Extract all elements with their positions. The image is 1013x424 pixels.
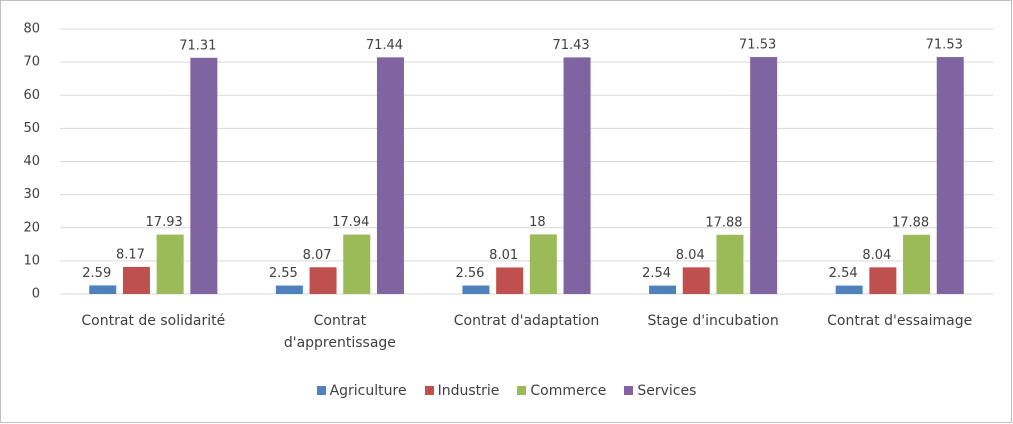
bar bbox=[309, 267, 337, 294]
data-label: 8.01 bbox=[489, 248, 518, 263]
y-tick-label: 70 bbox=[23, 55, 40, 70]
legend: Agriculture Industrie Commerce Services bbox=[0, 383, 1013, 399]
data-label: 8.04 bbox=[676, 248, 705, 263]
bar bbox=[716, 234, 744, 294]
data-label: 71.43 bbox=[552, 38, 589, 53]
bar bbox=[529, 234, 557, 294]
bar bbox=[122, 266, 150, 294]
bar bbox=[275, 285, 303, 294]
bar bbox=[903, 234, 931, 294]
bar bbox=[869, 267, 897, 294]
x-tick-label: Contrat d'adaptation bbox=[453, 313, 600, 329]
x-tick-label: Contrat d'apprentissage bbox=[283, 313, 396, 351]
x-tick-label: Stage d'incubation bbox=[647, 313, 779, 329]
y-tick-label: 80 bbox=[23, 22, 40, 37]
data-label: 8.04 bbox=[862, 248, 891, 263]
legend-label: Agriculture bbox=[329, 383, 407, 399]
bar bbox=[190, 57, 218, 294]
bar bbox=[835, 285, 863, 294]
data-label: 17.93 bbox=[146, 215, 183, 230]
legend-item: Industrie bbox=[424, 383, 500, 399]
legend-label: Services bbox=[637, 383, 697, 399]
data-label: 8.07 bbox=[303, 248, 332, 263]
data-label: 71.31 bbox=[179, 38, 216, 53]
bar bbox=[936, 57, 964, 295]
bar bbox=[496, 267, 524, 294]
data-label: 17.88 bbox=[892, 215, 929, 230]
data-label: 2.56 bbox=[455, 266, 484, 281]
data-label: 71.44 bbox=[366, 38, 403, 53]
data-label: 2.54 bbox=[642, 266, 671, 281]
data-label: 71.53 bbox=[739, 38, 776, 53]
bar bbox=[563, 57, 591, 295]
x-tick-label: Contrat de solidarité bbox=[81, 313, 226, 329]
data-label: 8.17 bbox=[116, 247, 145, 262]
legend-item: Agriculture bbox=[316, 383, 407, 399]
legend-item: Services bbox=[624, 383, 696, 399]
bar bbox=[682, 267, 710, 294]
data-label: 2.59 bbox=[82, 266, 111, 281]
y-tick-label: 20 bbox=[23, 220, 40, 235]
data-label: 71.53 bbox=[926, 38, 963, 53]
bar bbox=[750, 57, 778, 295]
y-tick-label: 10 bbox=[23, 253, 40, 268]
bar bbox=[343, 234, 371, 294]
y-tick-label: 50 bbox=[23, 121, 40, 136]
bar bbox=[376, 57, 404, 295]
bar bbox=[462, 285, 490, 294]
y-tick-label: 60 bbox=[23, 88, 40, 103]
legend-swatch bbox=[624, 386, 634, 395]
legend-item: Commerce bbox=[517, 383, 606, 399]
data-label: 18 bbox=[529, 215, 546, 230]
y-tick-label: 0 bbox=[32, 287, 40, 302]
bar bbox=[89, 285, 117, 294]
legend-label: Commerce bbox=[530, 383, 607, 399]
legend-swatch bbox=[316, 386, 326, 395]
legend-swatch bbox=[424, 386, 434, 395]
data-label: 2.55 bbox=[269, 266, 298, 281]
data-label: 17.94 bbox=[332, 215, 369, 230]
y-tick-label: 40 bbox=[23, 154, 40, 169]
data-label: 2.54 bbox=[829, 266, 858, 281]
y-tick-label: 30 bbox=[23, 187, 40, 202]
legend-swatch bbox=[517, 386, 527, 395]
bar bbox=[649, 285, 677, 294]
x-tick-label: Contrat d'essaimage bbox=[827, 313, 973, 329]
bar bbox=[156, 234, 184, 294]
data-label: 17.88 bbox=[705, 215, 742, 230]
legend-label: Industrie bbox=[437, 383, 500, 399]
